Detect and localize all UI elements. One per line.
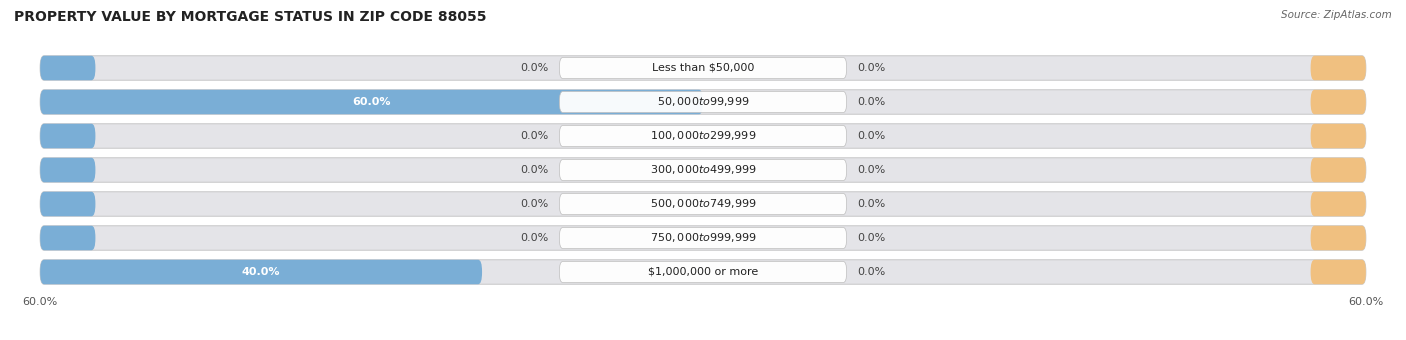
Text: Source: ZipAtlas.com: Source: ZipAtlas.com bbox=[1281, 10, 1392, 20]
FancyBboxPatch shape bbox=[41, 90, 1365, 114]
FancyBboxPatch shape bbox=[41, 56, 1365, 80]
Text: 0.0%: 0.0% bbox=[858, 63, 886, 73]
FancyBboxPatch shape bbox=[41, 158, 96, 182]
FancyBboxPatch shape bbox=[1310, 90, 1365, 114]
FancyBboxPatch shape bbox=[41, 260, 482, 284]
FancyBboxPatch shape bbox=[41, 124, 96, 148]
FancyBboxPatch shape bbox=[560, 227, 846, 249]
FancyBboxPatch shape bbox=[41, 158, 1365, 182]
FancyBboxPatch shape bbox=[560, 91, 846, 113]
FancyBboxPatch shape bbox=[41, 226, 96, 250]
Text: 0.0%: 0.0% bbox=[858, 131, 886, 141]
Text: 0.0%: 0.0% bbox=[858, 267, 886, 277]
Text: $750,000 to $999,999: $750,000 to $999,999 bbox=[650, 232, 756, 244]
Text: $100,000 to $299,999: $100,000 to $299,999 bbox=[650, 130, 756, 142]
FancyBboxPatch shape bbox=[1310, 192, 1365, 216]
Text: 0.0%: 0.0% bbox=[520, 199, 548, 209]
Text: 60.0%: 60.0% bbox=[353, 97, 391, 107]
Text: 0.0%: 0.0% bbox=[520, 233, 548, 243]
FancyBboxPatch shape bbox=[41, 192, 1365, 216]
FancyBboxPatch shape bbox=[560, 261, 846, 283]
Text: Less than $50,000: Less than $50,000 bbox=[652, 63, 754, 73]
FancyBboxPatch shape bbox=[560, 125, 846, 147]
FancyBboxPatch shape bbox=[560, 57, 846, 79]
Text: 0.0%: 0.0% bbox=[520, 131, 548, 141]
Text: 0.0%: 0.0% bbox=[520, 63, 548, 73]
FancyBboxPatch shape bbox=[1310, 56, 1365, 80]
FancyBboxPatch shape bbox=[41, 90, 703, 114]
FancyBboxPatch shape bbox=[560, 193, 846, 215]
Text: 0.0%: 0.0% bbox=[520, 165, 548, 175]
FancyBboxPatch shape bbox=[1310, 158, 1365, 182]
Text: $300,000 to $499,999: $300,000 to $499,999 bbox=[650, 164, 756, 176]
FancyBboxPatch shape bbox=[560, 159, 846, 181]
Text: $1,000,000 or more: $1,000,000 or more bbox=[648, 267, 758, 277]
FancyBboxPatch shape bbox=[41, 56, 96, 80]
FancyBboxPatch shape bbox=[41, 192, 96, 216]
Text: 0.0%: 0.0% bbox=[858, 233, 886, 243]
FancyBboxPatch shape bbox=[41, 226, 1365, 250]
Text: 0.0%: 0.0% bbox=[858, 97, 886, 107]
FancyBboxPatch shape bbox=[41, 260, 1365, 284]
Text: PROPERTY VALUE BY MORTGAGE STATUS IN ZIP CODE 88055: PROPERTY VALUE BY MORTGAGE STATUS IN ZIP… bbox=[14, 10, 486, 24]
FancyBboxPatch shape bbox=[1310, 226, 1365, 250]
Text: $50,000 to $99,999: $50,000 to $99,999 bbox=[657, 96, 749, 108]
Text: 0.0%: 0.0% bbox=[858, 165, 886, 175]
FancyBboxPatch shape bbox=[1310, 124, 1365, 148]
Text: $500,000 to $749,999: $500,000 to $749,999 bbox=[650, 198, 756, 210]
FancyBboxPatch shape bbox=[1310, 260, 1365, 284]
Text: 0.0%: 0.0% bbox=[858, 199, 886, 209]
Text: 40.0%: 40.0% bbox=[242, 267, 280, 277]
FancyBboxPatch shape bbox=[41, 124, 1365, 148]
